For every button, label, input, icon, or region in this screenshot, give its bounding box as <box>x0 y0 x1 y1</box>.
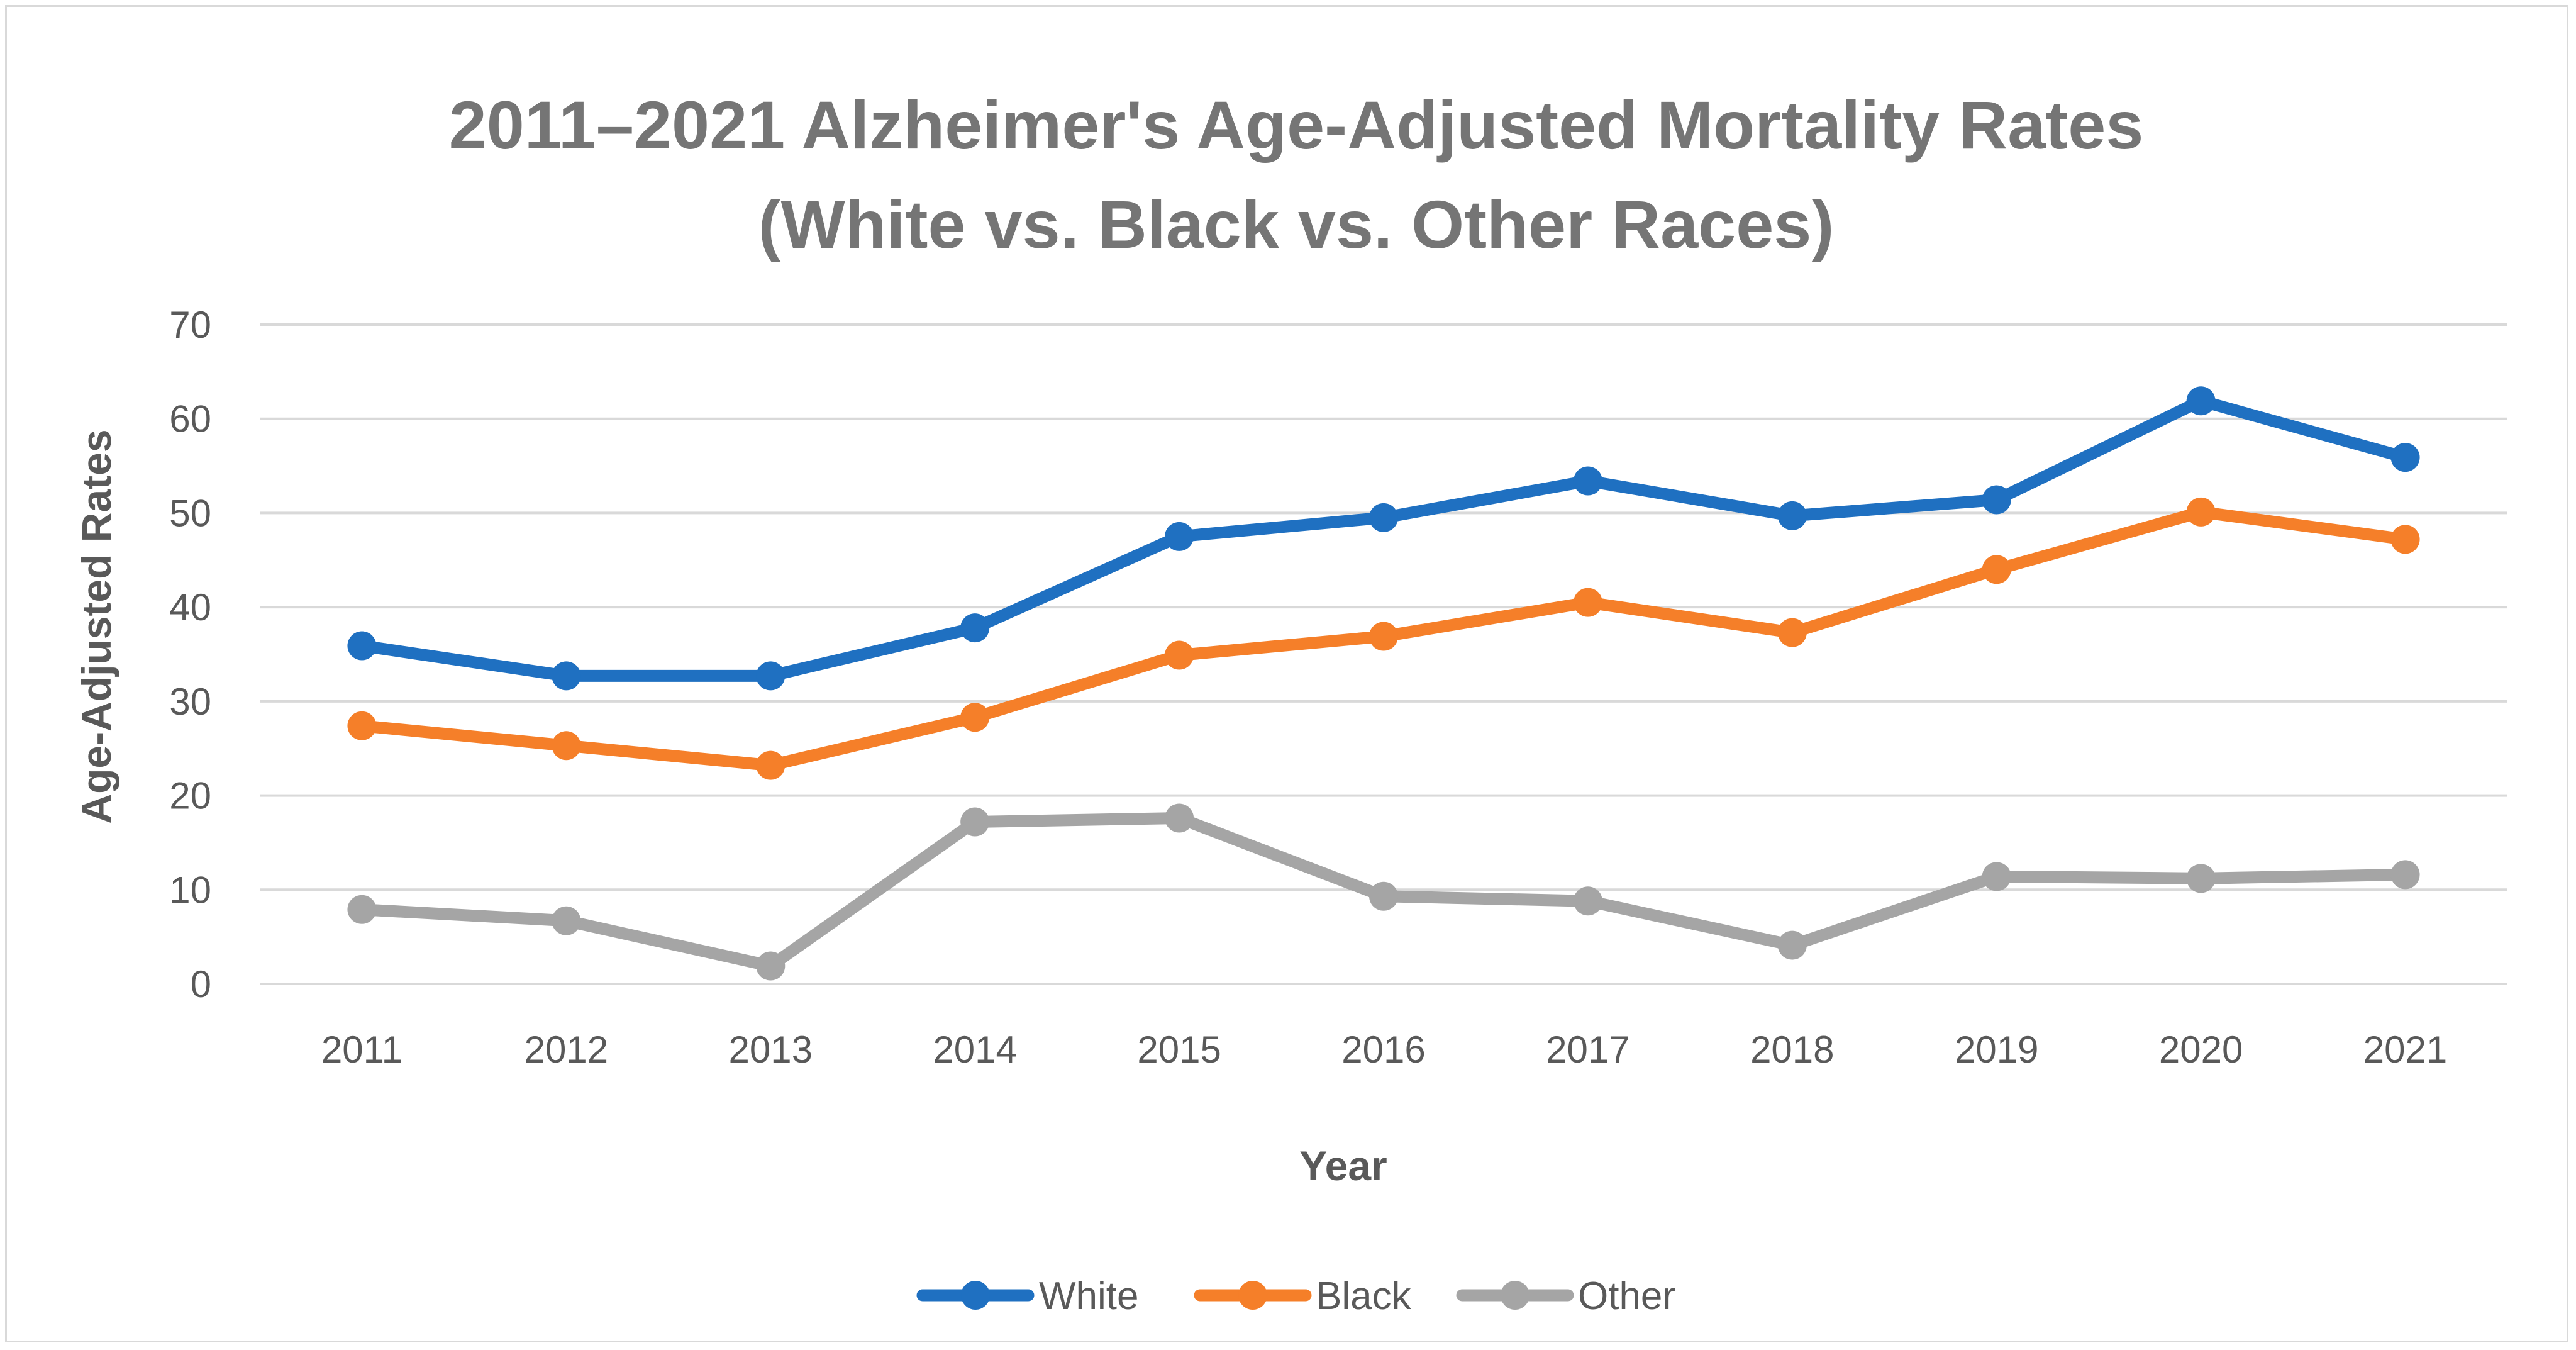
data-point-black-2011 <box>347 711 377 740</box>
data-point-white-2017 <box>1573 466 1602 496</box>
x-axis-tick-labels: 2011 2012 2013 2014 2015 2016 2017 2018 2019 2020… <box>321 1029 2447 1071</box>
data-point-white-2011 <box>347 631 377 661</box>
data-point-black-2014 <box>960 703 990 732</box>
legend-item-white[interactable]: White <box>916 1275 1138 1318</box>
y-tick-label: 20 <box>169 775 211 817</box>
data-point-black-2012 <box>552 731 581 761</box>
data-point-white-2019 <box>1982 485 2011 515</box>
legend-swatch-marker <box>1238 1281 1267 1310</box>
series-white <box>347 386 2420 691</box>
data-point-black-2017 <box>1573 588 1602 617</box>
data-point-white-2012 <box>552 661 581 691</box>
data-point-other-2012 <box>552 906 581 935</box>
data-point-white-2015 <box>1165 522 1194 551</box>
y-tick-label: 10 <box>169 869 211 911</box>
x-tick-label: 2011 <box>321 1029 402 1071</box>
series-other <box>347 803 2420 981</box>
data-point-other-2019 <box>1982 862 2011 891</box>
legend-label: Other <box>1578 1275 1675 1318</box>
y-axis-title: Age-Adjusted Rates <box>73 429 119 823</box>
data-point-other-2016 <box>1369 881 1398 911</box>
legend-item-other[interactable]: Other <box>1456 1275 1675 1318</box>
data-point-white-2013 <box>756 661 786 691</box>
legend-label: White <box>1039 1275 1138 1318</box>
x-tick-label: 2020 <box>2159 1029 2243 1071</box>
x-tick-label: 2012 <box>525 1029 608 1071</box>
y-tick-label: 30 <box>169 681 211 723</box>
data-point-white-2021 <box>2390 443 2420 472</box>
data-point-other-2021 <box>2390 860 2420 890</box>
x-tick-label: 2021 <box>2363 1029 2447 1071</box>
x-tick-label: 2015 <box>1137 1029 1221 1071</box>
data-point-white-2014 <box>960 613 990 643</box>
data-point-other-2015 <box>1165 803 1194 833</box>
data-point-other-2020 <box>2186 864 2216 893</box>
x-tick-label: 2014 <box>933 1029 1016 1071</box>
data-point-white-2018 <box>1777 501 1807 530</box>
y-tick-label: 60 <box>169 398 211 440</box>
chart-title-line-2: (White vs. Black vs. Other Races) <box>758 186 1835 262</box>
data-point-black-2018 <box>1777 618 1807 647</box>
series-black <box>347 497 2420 780</box>
x-tick-label: 2019 <box>1955 1029 2038 1071</box>
data-series <box>347 386 2420 981</box>
data-point-white-2016 <box>1369 503 1398 532</box>
data-point-other-2014 <box>960 807 990 837</box>
x-axis-title: Year <box>1299 1142 1387 1189</box>
data-point-black-2019 <box>1982 555 2011 584</box>
line-chart: 2011–2021 Alzheimer's Age-Adjusted Morta… <box>73 87 2507 1318</box>
x-tick-label: 2017 <box>1546 1029 1629 1071</box>
chart-title-line-1: 2011–2021 Alzheimer's Age-Adjusted Morta… <box>449 87 2144 163</box>
data-point-other-2013 <box>756 951 786 981</box>
data-point-other-2011 <box>347 895 377 924</box>
data-point-other-2017 <box>1573 886 1602 916</box>
data-point-black-2015 <box>1165 640 1194 670</box>
y-tick-label: 50 <box>169 492 211 534</box>
data-point-other-2018 <box>1777 930 1807 960</box>
y-axis-tick-labels: 0 10 20 30 40 50 60 70 <box>169 304 211 1005</box>
data-point-black-2020 <box>2186 497 2216 527</box>
x-tick-label: 2016 <box>1341 1029 1425 1071</box>
legend: White Black Other <box>916 1275 1675 1318</box>
data-point-black-2013 <box>756 750 786 780</box>
legend-swatch-marker <box>961 1281 990 1310</box>
x-tick-label: 2013 <box>729 1029 813 1071</box>
data-point-black-2021 <box>2390 525 2420 554</box>
legend-label: Black <box>1316 1275 1412 1318</box>
y-tick-label: 0 <box>191 963 211 1005</box>
x-tick-label: 2018 <box>1750 1029 1834 1071</box>
y-tick-label: 70 <box>169 304 211 346</box>
y-tick-label: 40 <box>169 586 211 628</box>
chart-frame: 2011–2021 Alzheimer's Age-Adjusted Morta… <box>5 5 2568 1342</box>
data-point-white-2020 <box>2186 386 2216 416</box>
legend-item-black[interactable]: Black <box>1194 1275 1412 1318</box>
legend-swatch-marker <box>1501 1281 1530 1310</box>
data-point-black-2016 <box>1369 622 1398 651</box>
